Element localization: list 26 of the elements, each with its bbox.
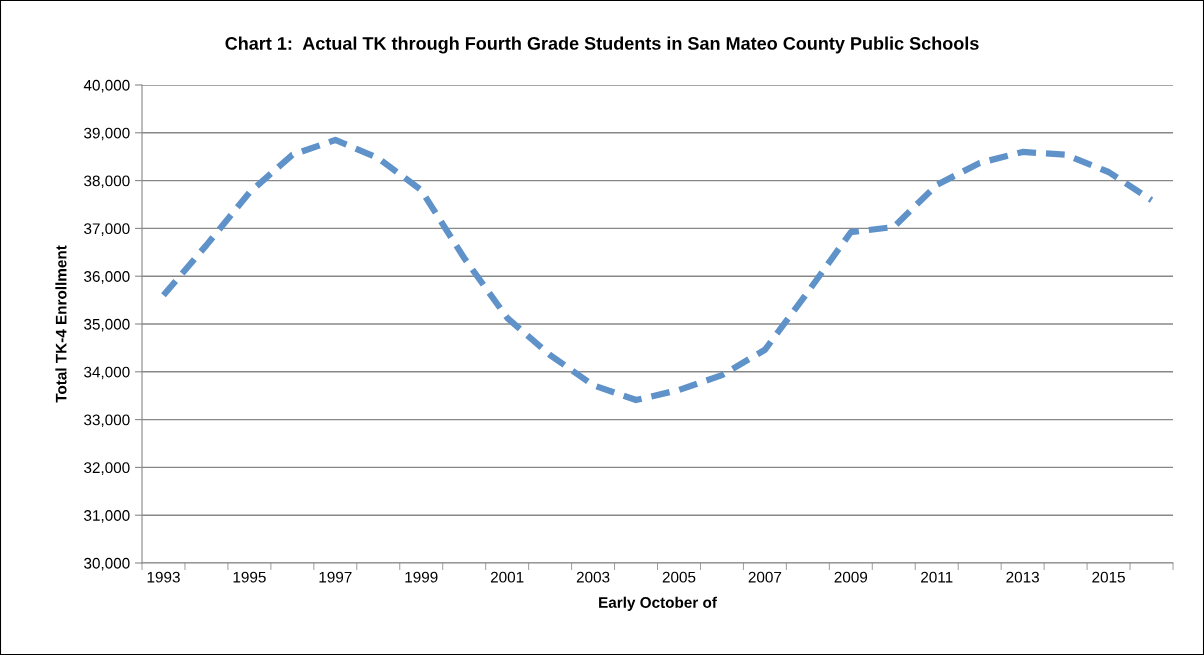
- y-tick-label: 36,000: [84, 271, 130, 284]
- x-tick-label: 2015: [1092, 571, 1125, 583]
- y-tick-label: 35,000: [84, 318, 130, 332]
- y-tick-label: 31,000: [84, 510, 130, 523]
- x-tick-label: 2007: [748, 571, 782, 583]
- x-tick-label: 2005: [662, 571, 696, 583]
- y-tick-label: 37,000: [84, 223, 130, 236]
- x-tick-label: 2011: [921, 571, 953, 583]
- y-tick-label: 33,000: [84, 414, 130, 428]
- y-axis-title: Total TK-4 Enrollment: [55, 245, 67, 403]
- x-tick-label: 1993: [147, 571, 180, 583]
- y-tick-label: 34,000: [84, 366, 130, 380]
- x-tick-label: 1997: [319, 571, 352, 583]
- x-tick-label: 2003: [576, 571, 610, 583]
- x-tick-label: 1999: [405, 571, 438, 583]
- y-tick-label: 40,000: [83, 79, 130, 93]
- y-tick-label: 38,000: [84, 175, 130, 189]
- x-tick-label: 2009: [834, 571, 868, 583]
- chart-title: Chart 1: Actual TK through Fourth Grade Students in San Mateo County Public Schools: [225, 36, 979, 54]
- x-tick-label: 1995: [233, 571, 266, 583]
- x-tick-label: 2013: [1006, 571, 1039, 583]
- x-tick-label: 2001: [490, 571, 524, 583]
- x-axis-title: Early October of: [599, 596, 717, 611]
- y-tick-label: 32,000: [84, 462, 130, 475]
- y-tick-label: 30,000: [84, 557, 130, 571]
- y-tick-label: 39,000: [84, 127, 130, 141]
